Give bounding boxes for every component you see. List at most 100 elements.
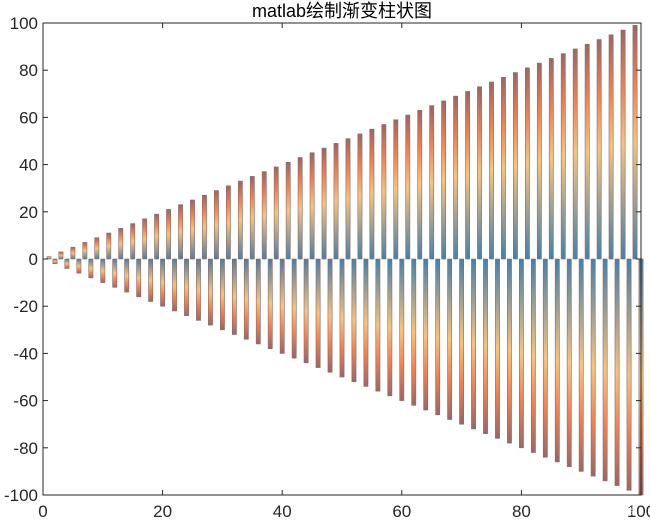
bar — [70, 246, 76, 260]
bar — [465, 91, 470, 260]
bar — [106, 232, 112, 260]
bar — [453, 95, 459, 260]
bar — [315, 258, 321, 368]
bar — [124, 258, 130, 293]
bar — [112, 258, 118, 288]
bar — [279, 258, 285, 354]
bar — [399, 258, 405, 401]
y-tick-label: 40 — [19, 156, 38, 175]
bar — [118, 228, 124, 260]
bar — [291, 258, 297, 359]
bar — [142, 218, 148, 260]
x-tick-label: 100 — [627, 502, 650, 521]
x-tick-label: 80 — [512, 502, 531, 521]
y-tick-label: 80 — [19, 61, 38, 80]
y-tick-label: -100 — [4, 486, 38, 505]
bar — [255, 258, 261, 345]
bar — [489, 81, 494, 260]
bar — [88, 258, 94, 279]
bar — [542, 258, 548, 458]
bar — [136, 258, 142, 298]
bar — [58, 251, 64, 260]
bar — [202, 194, 207, 260]
bar — [178, 204, 183, 260]
bar — [614, 258, 620, 486]
bar — [447, 258, 453, 420]
y-tick-label: 60 — [19, 108, 38, 127]
bar — [148, 258, 154, 302]
bar — [321, 147, 327, 260]
bar — [363, 258, 369, 387]
bar — [518, 258, 524, 449]
bar — [632, 25, 638, 260]
y-tick-label: 0 — [29, 250, 38, 269]
bar — [154, 213, 160, 260]
bar — [184, 258, 189, 316]
bar — [495, 258, 500, 439]
bar — [417, 110, 423, 260]
bar — [333, 143, 339, 260]
x-tick-label: 20 — [153, 502, 172, 521]
bar — [52, 258, 58, 265]
bar — [530, 258, 536, 453]
watermark-text: CSDN @海洋与大气科学 — [536, 505, 637, 517]
y-tick-label: -80 — [13, 439, 38, 458]
bar — [513, 72, 518, 260]
bar — [477, 86, 482, 260]
bar — [369, 128, 375, 260]
bar — [82, 242, 88, 260]
bar — [381, 124, 387, 260]
bar — [76, 258, 82, 274]
tick-group: 0 20 40 60 80 100 100 80 60 40 20 0 -20 -40 -60 -80 -100 — [4, 14, 650, 521]
bar — [297, 157, 303, 260]
bar — [459, 258, 464, 425]
bar — [64, 258, 70, 269]
bar — [524, 67, 530, 260]
bar — [590, 258, 596, 477]
bar — [345, 138, 351, 260]
bar — [166, 209, 171, 260]
x-tick-label: 60 — [392, 502, 411, 521]
bar — [435, 258, 441, 416]
bar — [501, 76, 506, 260]
bar — [626, 258, 632, 491]
bar — [190, 199, 195, 260]
bar — [423, 258, 429, 411]
bar — [214, 190, 219, 260]
bar — [584, 43, 590, 260]
bar — [393, 119, 399, 260]
bar — [261, 171, 267, 260]
bar — [572, 48, 578, 260]
bar — [620, 29, 626, 260]
bar — [46, 256, 52, 260]
bar — [566, 258, 572, 467]
bar — [285, 161, 291, 260]
bar — [339, 258, 345, 378]
bar — [130, 223, 136, 260]
bar — [357, 133, 363, 260]
bar — [327, 258, 333, 373]
bar — [351, 258, 357, 383]
bar — [303, 258, 309, 364]
chart-title: matlab绘制渐变柱状图 — [252, 1, 432, 21]
y-tick-label: 20 — [19, 203, 38, 222]
bar — [208, 258, 213, 326]
bar — [273, 166, 279, 260]
bar — [578, 258, 584, 472]
bar — [172, 258, 177, 312]
bar — [548, 58, 554, 260]
y-tick-label: -40 — [13, 344, 38, 363]
bar — [602, 258, 608, 482]
bar — [471, 258, 476, 430]
bar — [249, 176, 255, 260]
bar — [231, 258, 237, 335]
bar — [243, 258, 249, 340]
bar — [160, 258, 165, 307]
bar — [411, 258, 417, 406]
bar — [441, 100, 447, 260]
bar — [560, 53, 566, 260]
bar — [225, 185, 231, 260]
y-tick-label: 100 — [10, 14, 38, 33]
bar — [507, 258, 512, 444]
